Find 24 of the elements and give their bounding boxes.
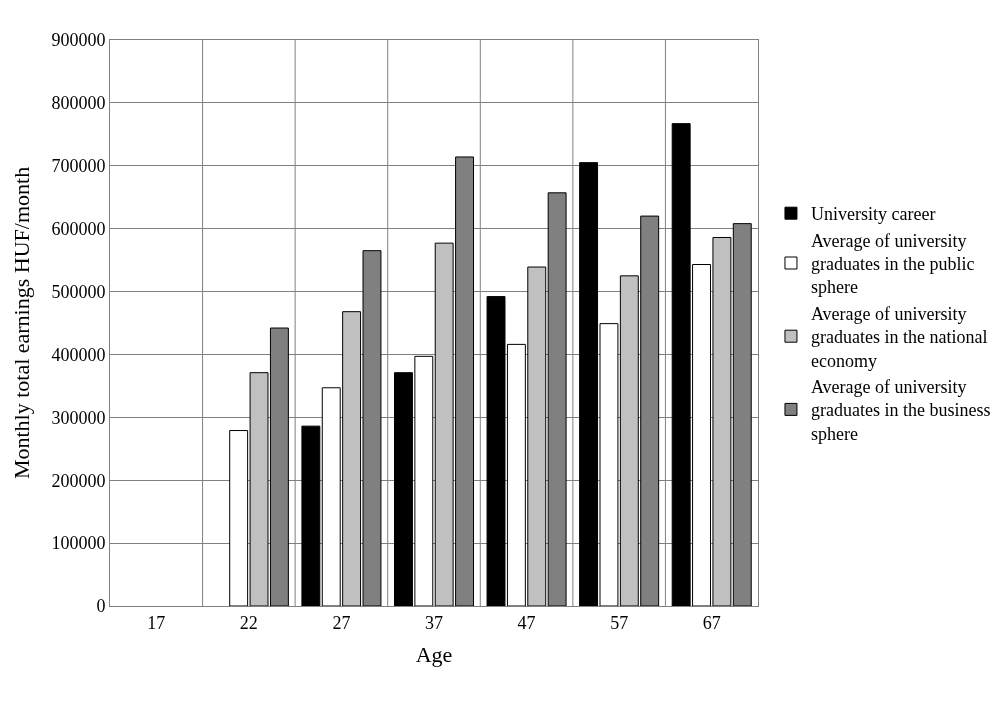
x-tick-label: 22 bbox=[239, 612, 258, 633]
x-tick-label: 57 bbox=[610, 612, 629, 633]
x-tick-label: 27 bbox=[332, 612, 351, 633]
x-tick-label: 17 bbox=[147, 612, 166, 633]
y-tick-label: 500000 bbox=[51, 281, 106, 302]
legend-label: Average of university graduates in the public sphere bbox=[810, 230, 975, 298]
y-tick-label: 200000 bbox=[51, 470, 106, 491]
y-tick-label: 600000 bbox=[51, 218, 106, 239]
legend-label: University career bbox=[810, 204, 936, 225]
x-tick-label: 37 bbox=[425, 612, 443, 633]
y-tick-label: 400000 bbox=[51, 344, 106, 365]
y-tick-label: 800000 bbox=[51, 93, 106, 114]
y-axis-title: Monthly total earnings HUF/month bbox=[9, 166, 35, 480]
legend-label: Average of university graduates in the business sphere bbox=[810, 377, 991, 444]
y-tick-label: 0 bbox=[96, 596, 106, 617]
y-tick-label: 300000 bbox=[51, 407, 106, 428]
y-tick-label: 100000 bbox=[51, 533, 106, 554]
x-tick-label: 67 bbox=[702, 612, 721, 633]
legend-label: Average of university graduates in the national economy bbox=[810, 303, 988, 371]
x-tick-label: 47 bbox=[517, 612, 536, 633]
x-axis-title: Age bbox=[415, 642, 453, 668]
bar bbox=[301, 425, 321, 606]
y-tick-label: 700000 bbox=[51, 156, 106, 177]
y-tick-label: 900000 bbox=[51, 30, 106, 51]
